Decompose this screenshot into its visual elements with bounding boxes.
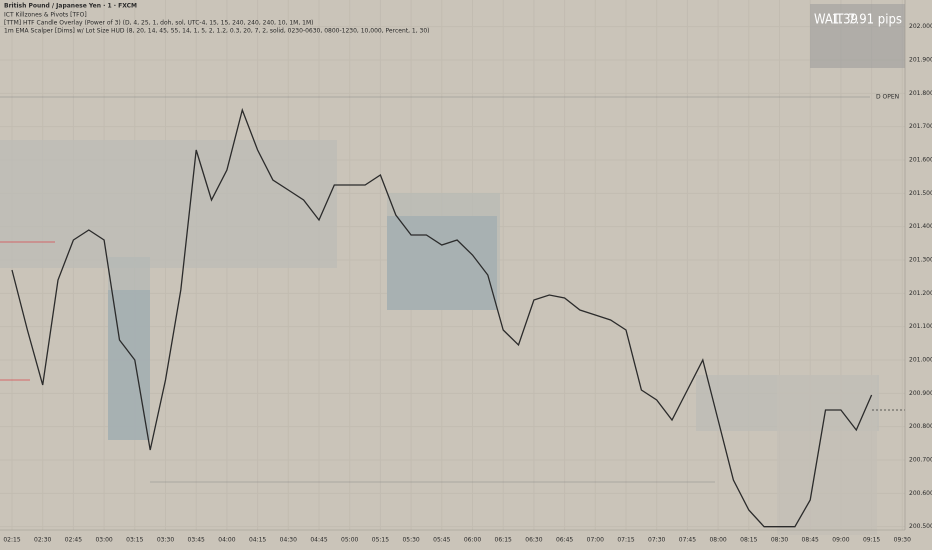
hud-box xyxy=(810,4,905,68)
y-tick-label: 201.000 xyxy=(909,357,932,364)
x-tick-label: 09:15 xyxy=(863,537,880,544)
indicator-label: 1m EMA Scalper [Dims] w/ Lot Size HUD (8… xyxy=(4,28,430,35)
zone-box xyxy=(777,375,877,535)
x-tick-label: 06:15 xyxy=(495,537,512,544)
x-tick-label: 06:45 xyxy=(556,537,573,544)
x-tick-label: 02:30 xyxy=(34,537,51,544)
zone-box xyxy=(108,290,150,440)
y-tick-label: 201.500 xyxy=(909,190,932,197)
x-tick-label: 05:15 xyxy=(372,537,389,544)
indicator-label: [TTM] HTF Candle Overlay (Power of 3) (D… xyxy=(4,20,314,27)
x-tick-label: 02:45 xyxy=(65,537,82,544)
price-line xyxy=(11,107,873,528)
d-open-label: D OPEN xyxy=(876,94,899,101)
x-tick-label: 03:15 xyxy=(126,537,143,544)
y-tick-label: 201.700 xyxy=(909,123,932,130)
hud-pips: 7.91 pips xyxy=(848,13,902,28)
x-tick-label: 09:00 xyxy=(832,537,849,544)
x-tick-label: 02:15 xyxy=(3,537,20,544)
hud-signal: WAIT xyxy=(814,13,844,28)
x-tick-label: 03:45 xyxy=(188,537,205,544)
x-tick-label: 07:00 xyxy=(587,537,604,544)
x-tick-label: 09:30 xyxy=(894,537,911,544)
y-tick-label: 200.900 xyxy=(909,390,932,397)
x-tick-label: 07:15 xyxy=(617,537,634,544)
y-tick-label: 201.300 xyxy=(909,257,932,264)
x-tick-label: 06:30 xyxy=(525,537,542,544)
x-tick-label: 04:45 xyxy=(310,537,327,544)
x-tick-label: 04:15 xyxy=(249,537,266,544)
indicator-label: ICT Killzones & Pivots [TFO] xyxy=(4,12,87,19)
chart-title: British Pound / Japanese Yen · 1 · FXCM xyxy=(4,3,137,10)
hud-lot: 1.39 xyxy=(832,13,858,28)
x-tick-label: 08:00 xyxy=(709,537,726,544)
x-tick-label: 07:45 xyxy=(679,537,696,544)
x-tick-label: 04:30 xyxy=(280,537,297,544)
x-tick-label: 03:30 xyxy=(157,537,174,544)
y-tick-label: 201.200 xyxy=(909,290,932,297)
y-tick-label: 200.800 xyxy=(909,423,932,430)
x-tick-label: 06:00 xyxy=(464,537,481,544)
y-tick-label: 202.000 xyxy=(909,23,932,30)
x-tick-label: 08:30 xyxy=(771,537,788,544)
x-tick-label: 03:00 xyxy=(95,537,112,544)
y-tick-label: 200.600 xyxy=(909,490,932,497)
x-tick-label: 05:30 xyxy=(402,537,419,544)
y-tick-label: 201.400 xyxy=(909,223,932,230)
zone-box xyxy=(0,140,337,268)
x-tick-label: 08:45 xyxy=(802,537,819,544)
y-tick-label: 201.800 xyxy=(909,90,932,97)
y-tick-label: 200.500 xyxy=(909,523,932,530)
zones xyxy=(0,96,905,535)
y-tick-label: 200.700 xyxy=(909,457,932,464)
x-tick-label: 08:15 xyxy=(740,537,757,544)
x-tick-label: 05:00 xyxy=(341,537,358,544)
y-tick-label: 201.100 xyxy=(909,323,932,330)
y-tick-label: 201.600 xyxy=(909,157,932,164)
x-tick-label: 04:00 xyxy=(218,537,235,544)
zone-box xyxy=(387,216,497,310)
x-tick-label: 05:45 xyxy=(433,537,450,544)
y-tick-label: 201.900 xyxy=(909,57,932,64)
x-tick-label: 07:30 xyxy=(648,537,665,544)
